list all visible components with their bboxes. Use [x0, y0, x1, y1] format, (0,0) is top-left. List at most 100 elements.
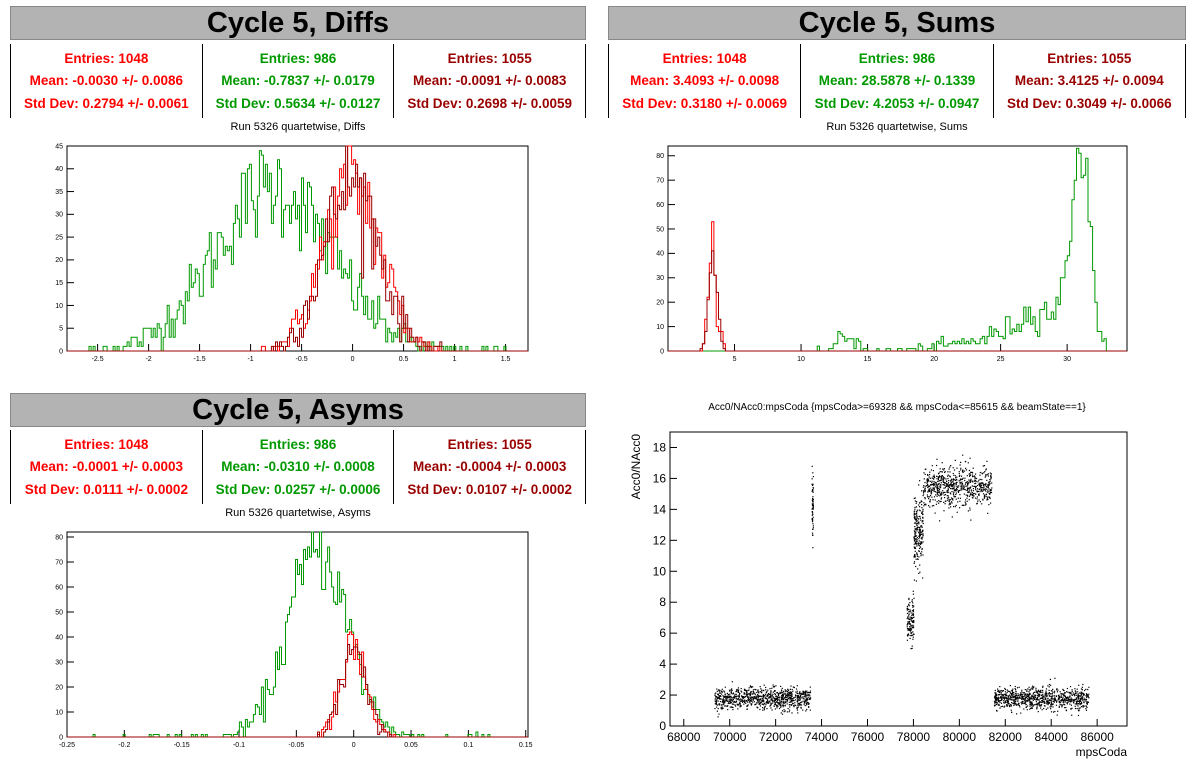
y-tick-label: 0 [660, 348, 664, 355]
scatter-point [964, 489, 966, 491]
scatter-point [916, 527, 918, 529]
scatter-point [926, 496, 929, 498]
y-tick-label: 40 [55, 634, 63, 641]
scatter-point [968, 499, 970, 501]
scatter-point [1039, 697, 1041, 700]
scatter-point [738, 689, 740, 691]
scatter-point [1029, 693, 1031, 695]
scatter-point [994, 702, 996, 704]
y-tick-label: 50 [656, 226, 664, 233]
scatter-point [1067, 696, 1069, 698]
scatter-point [983, 486, 985, 488]
scatter-point [979, 478, 981, 480]
scatter-point [933, 489, 935, 491]
scatter-point [995, 696, 997, 698]
scatter-point [749, 695, 751, 697]
scatter-point [920, 519, 922, 521]
scatter-point [740, 690, 742, 692]
scatter-point [981, 488, 983, 491]
scatter-point [975, 493, 977, 495]
scatter-point [911, 614, 913, 616]
scatter-point [1039, 704, 1041, 706]
scatter-point [909, 626, 911, 628]
scatter-point [987, 489, 989, 491]
scatter-point [811, 483, 813, 485]
scatter-point [812, 503, 814, 505]
y-tick-label: 15 [55, 280, 63, 287]
scatter-point [733, 695, 735, 697]
scatter-point [980, 484, 982, 486]
scatter-point [1028, 691, 1030, 693]
scatter-point [1047, 701, 1049, 703]
scatter-point [720, 707, 722, 709]
scatter-point [1010, 704, 1012, 706]
scatter-point [954, 485, 956, 487]
scatter-point [978, 499, 980, 501]
scatter-point [803, 697, 805, 699]
scatter-point [974, 492, 976, 495]
scatter-point [987, 485, 989, 487]
scatter-point [939, 493, 941, 495]
scatter-point [768, 702, 770, 704]
scatter-point [737, 690, 739, 692]
scatter-point [1021, 695, 1023, 697]
scatter-point [758, 703, 760, 705]
scatter-point [772, 696, 774, 698]
scatter-point [1006, 700, 1008, 702]
scatter-point [1027, 688, 1029, 690]
histogram-series-run_a [67, 145, 528, 352]
scatter-point [730, 689, 732, 691]
scatter-point [942, 478, 944, 480]
scatter-point [972, 490, 975, 492]
scatter-point [983, 488, 985, 490]
scatter-point [918, 521, 920, 523]
scatter-point [715, 695, 717, 697]
scatter-point [916, 524, 918, 527]
scatter-point [967, 484, 969, 486]
scatter-point [754, 693, 756, 695]
scatter-point [930, 490, 932, 492]
scatter-point [780, 702, 782, 704]
scatter-point [787, 693, 789, 695]
scatter-point [937, 478, 940, 480]
stat-mean: Mean: -0.0004 +/- 0.0003 [412, 459, 567, 475]
scatter-point [1007, 696, 1009, 698]
scatter-point [1036, 699, 1038, 701]
x-tick-label: 15 [864, 356, 872, 363]
scatter-point [1029, 702, 1031, 704]
scatter-point [770, 692, 772, 694]
scatter-point [1043, 701, 1046, 703]
scatter-point [959, 483, 961, 485]
scatter-point [796, 692, 798, 694]
scatter-point [913, 597, 915, 599]
scatter-point [960, 475, 963, 477]
scatter-point [1029, 705, 1031, 707]
scatter-point [997, 704, 999, 706]
scatter-point [970, 486, 972, 488]
scatter-point [809, 709, 811, 711]
scatter-point [912, 621, 914, 623]
scatter-point [919, 535, 921, 537]
scatter-point [952, 485, 954, 487]
scatter-point [742, 697, 744, 699]
scatter-point [989, 480, 991, 482]
y-tick-label: 2 [659, 688, 666, 702]
scatter-point [742, 700, 744, 702]
scatter-point [1015, 693, 1017, 695]
scatter-point [1018, 697, 1020, 699]
scatter-point [772, 697, 774, 699]
scatter-point [812, 496, 814, 498]
scatter-point [937, 477, 940, 479]
scatter-point [778, 699, 780, 701]
scatter-point [764, 706, 766, 708]
scatter-point [1062, 698, 1064, 700]
scatter-point [996, 697, 998, 699]
scatter-point [761, 695, 763, 698]
scatter-point [775, 704, 777, 706]
scatter-point [741, 699, 743, 701]
scatter-point [769, 697, 771, 699]
scatter-point [938, 502, 940, 504]
scatter-point [965, 503, 967, 506]
scatter-point [1078, 709, 1080, 711]
scatter-point [930, 492, 932, 494]
